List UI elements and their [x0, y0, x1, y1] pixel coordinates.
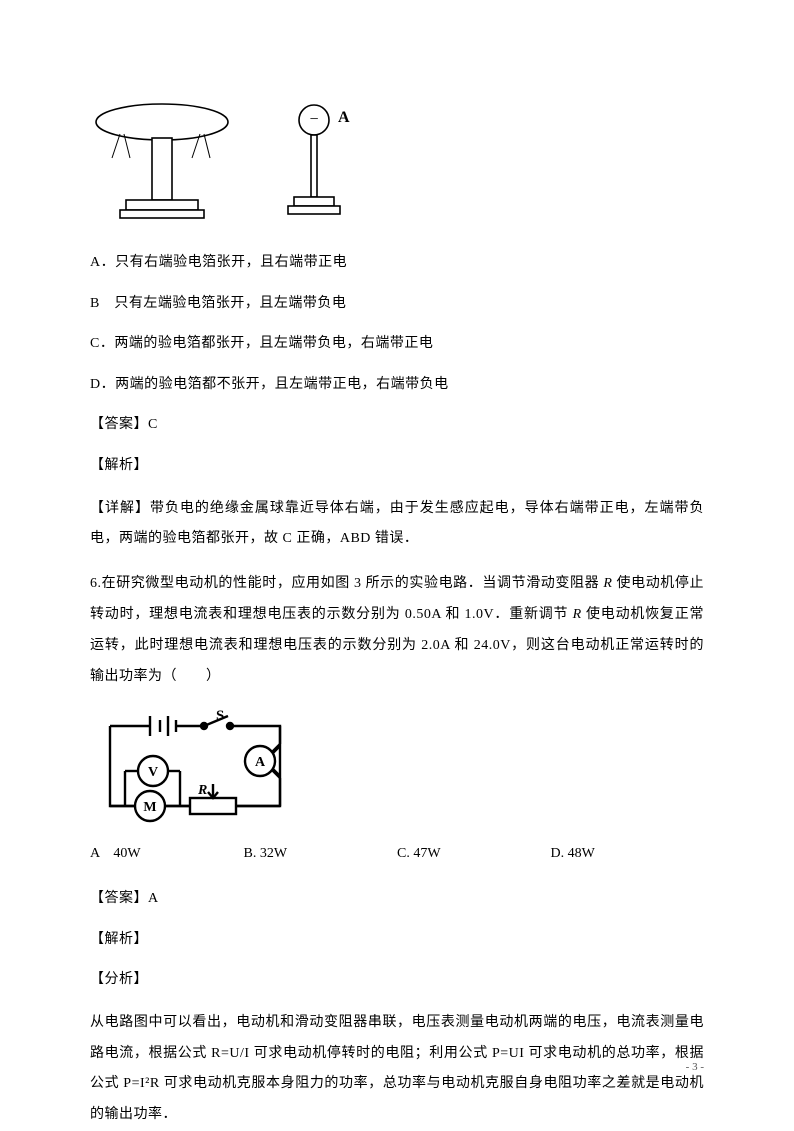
q6-option-A: A 40W	[90, 841, 244, 868]
q6-option-B: B. 32W	[244, 841, 398, 868]
q6-optA-text: 40W	[113, 846, 140, 861]
sphere-label-A: A	[338, 109, 350, 126]
q6-option-C: C. 47W	[397, 841, 551, 868]
q6-optC-text: 47W	[413, 846, 440, 861]
q5-answer: 【答案】C	[90, 412, 704, 439]
q5-figure: − A	[90, 100, 704, 230]
q6-optC-key: C.	[397, 846, 410, 861]
circuit-S-label: S	[216, 708, 224, 724]
q6-optB-text: 32W	[260, 846, 287, 861]
q6-explain-label: 【解析】	[90, 927, 704, 954]
q6-options: A 40W B. 32W C. 47W D. 48W	[90, 841, 704, 868]
circuit-A-label: A	[255, 755, 266, 770]
q5-option-B: B 只有左端验电箔张开，且左端带负电	[90, 291, 704, 318]
q5-detail-label: 【详解】	[90, 501, 150, 516]
q6-analysis-label: 【分析】	[90, 967, 704, 994]
circuit-R-label: R	[197, 783, 207, 798]
q5-option-D: D．两端的验电箔都不张开，且左端带正电，右端带负电	[90, 372, 704, 399]
q5-detail-text: 带负电的绝缘金属球靠近导体右端，由于发生感应起电，导体右端带正电，左端带负电，两…	[90, 501, 704, 547]
q6-var-R2: R	[573, 607, 582, 622]
q5-option-A: A．只有右端验电箔张开，且右端带正电	[90, 250, 704, 277]
q6-optB-key: B.	[244, 846, 257, 861]
q6-option-D: D. 48W	[551, 841, 705, 868]
q6-optD-text: 48W	[568, 846, 595, 861]
q6-stem-prefix: 6.在研究微型电动机的性能时，应用如图 3 所示的实验电路．当调节滑动变阻器	[90, 576, 603, 591]
q6-circuit-figure: S A V M R	[90, 706, 704, 831]
q5-detail: 【详解】带负电的绝缘金属球靠近导体右端，由于发生感应起电，导体右端带正电，左端带…	[90, 494, 704, 556]
q5-explain-label: 【解析】	[90, 453, 704, 480]
q5-option-C: C．两端的验电箔都张开，且左端带负电，右端带正电	[90, 331, 704, 358]
circuit-V-label: V	[148, 765, 158, 780]
page: − A A．只有右端验电箔张开，且右端带正电 B 只有左端验电箔张开，且左端带负…	[0, 0, 794, 1123]
q6-answer: 【答案】A	[90, 886, 704, 913]
q6-optD-key: D.	[551, 846, 565, 861]
page-number: - 3 -	[686, 1061, 704, 1073]
sphere-minus: −	[309, 111, 318, 128]
q6-stem: 6.在研究微型电动机的性能时，应用如图 3 所示的实验电路．当调节滑动变阻器 R…	[90, 569, 704, 692]
q6-analysis-text: 从电路图中可以看出，电动机和滑动变阻器串联，电压表测量电动机两端的电压，电流表测…	[90, 1008, 704, 1131]
electroscope-figure	[90, 100, 240, 230]
charged-sphere-figure: − A	[280, 100, 370, 230]
q6-optA-key: A	[90, 846, 99, 861]
circuit-M-label: M	[143, 800, 156, 815]
